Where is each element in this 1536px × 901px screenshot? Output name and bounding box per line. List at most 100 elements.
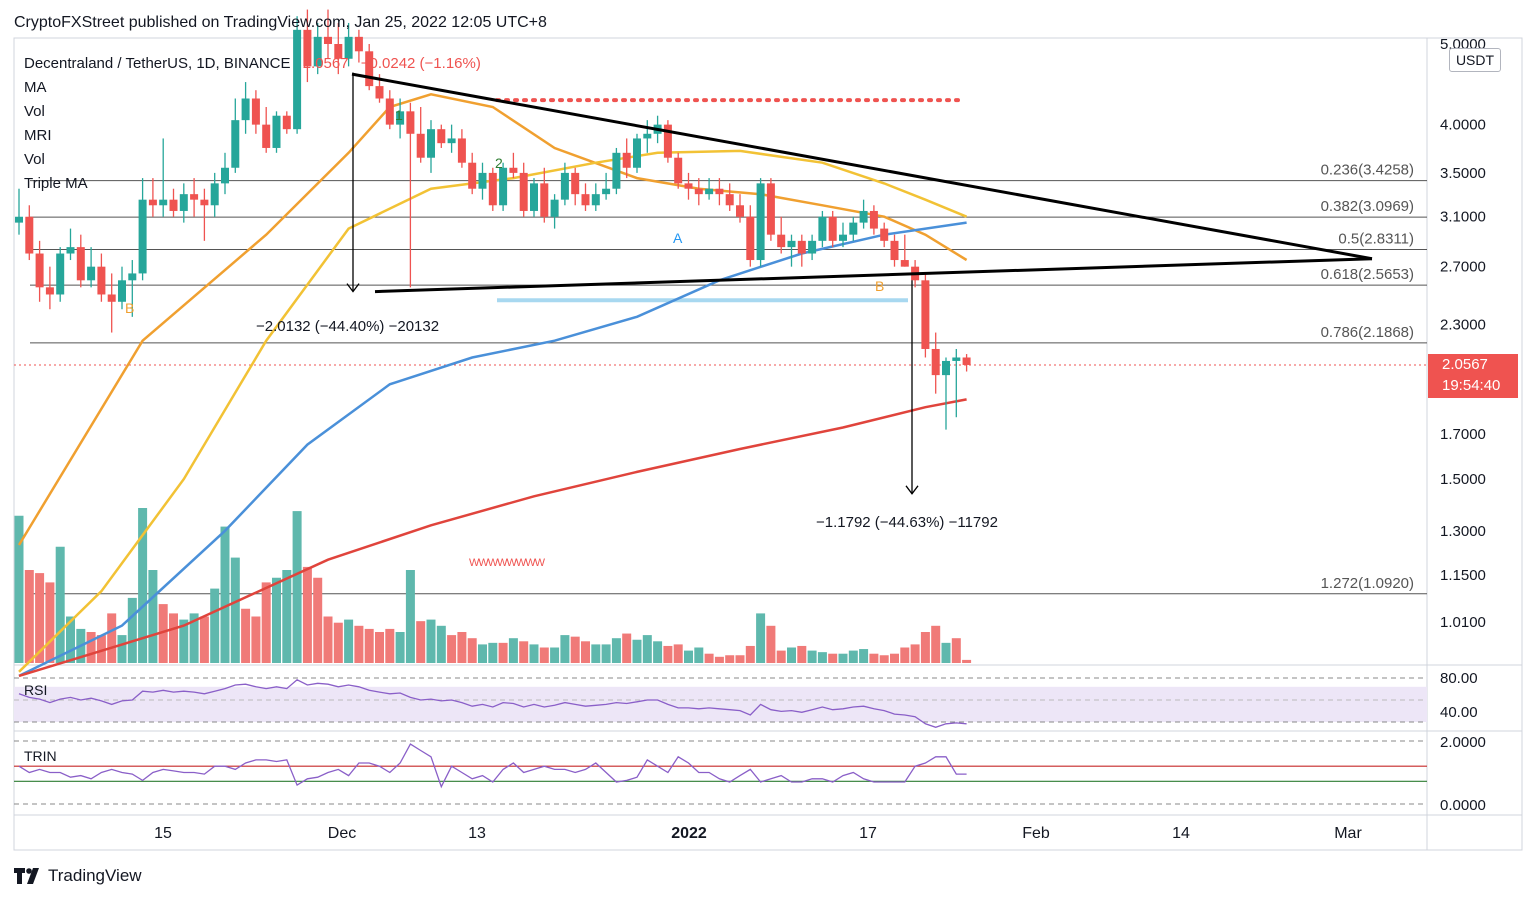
- fib-label: 0.618(2.5653): [1321, 266, 1414, 283]
- candle-body: [962, 357, 971, 365]
- volume-bar: [35, 573, 45, 663]
- volume-bar: [169, 613, 178, 663]
- volume-bar: [941, 642, 951, 663]
- currency-button[interactable]: USDT: [1449, 48, 1501, 72]
- volume-bar: [550, 647, 560, 663]
- volume-bar: [436, 625, 446, 663]
- volume-bar: [148, 570, 158, 663]
- volume-bar: [199, 616, 209, 663]
- candle-body: [777, 234, 786, 248]
- candle-body: [478, 172, 487, 189]
- candle-body: [818, 216, 827, 241]
- price-tick-label: 1.7000: [1440, 426, 1486, 443]
- volume-bar: [931, 625, 941, 663]
- time-axis-label: 14: [1172, 825, 1190, 842]
- volume-bar: [704, 653, 714, 663]
- trin-label: TRIN: [24, 748, 57, 764]
- volume-bar: [478, 644, 487, 663]
- volume-bar: [508, 638, 518, 663]
- volume-bar: [663, 645, 673, 663]
- candle-body: [869, 210, 878, 229]
- candle-body: [427, 129, 435, 158]
- volume-bar: [653, 641, 663, 663]
- volume-bar: [251, 616, 261, 663]
- indicator-vol-2[interactable]: Vol: [24, 151, 45, 168]
- volume-bar: [684, 650, 693, 663]
- candle-body: [313, 36, 322, 67]
- volume-bar: [807, 650, 817, 663]
- candle-body: [365, 51, 374, 87]
- volume-bar: [179, 619, 189, 663]
- candle-body: [540, 183, 549, 217]
- volume-bar: [951, 638, 961, 663]
- candle-body: [344, 36, 353, 59]
- volume-bar: [529, 644, 539, 663]
- volume-bar: [405, 570, 415, 663]
- candle-body: [128, 273, 137, 281]
- tradingview-footer[interactable]: TradingView: [14, 866, 142, 886]
- volume-bar: [426, 619, 436, 663]
- candle-body: [509, 167, 518, 173]
- wave-label-b: B: [125, 300, 134, 316]
- published-caption: CryptoFXStreet published on TradingView.…: [14, 14, 547, 31]
- trin-line: [18, 743, 967, 789]
- candle-body: [66, 247, 75, 254]
- indicator-mri[interactable]: MRI: [24, 127, 52, 144]
- candle-body: [952, 357, 961, 361]
- candle-body: [97, 266, 106, 295]
- volume-bar: [416, 621, 426, 663]
- fib-label: 0.5(2.8311): [1338, 231, 1414, 248]
- candle-body: [303, 29, 312, 67]
- candle-body: [643, 133, 652, 139]
- candle-body: [272, 115, 281, 148]
- volume-bar: [817, 652, 827, 663]
- candle-body: [457, 138, 466, 163]
- rsi-label: RSI: [24, 682, 48, 698]
- volume-bar: [117, 635, 127, 663]
- moving-average-red: [18, 398, 967, 678]
- candle-body: [942, 360, 950, 376]
- volume-bar: [333, 622, 343, 663]
- volume-bar: [869, 653, 879, 663]
- candle-body: [190, 194, 199, 200]
- candle-body: [148, 199, 157, 206]
- candle-body: [262, 124, 271, 148]
- volume-bar: [848, 650, 858, 663]
- volume-bar: [632, 639, 642, 663]
- candle-body: [107, 294, 116, 302]
- candle-body: [663, 124, 672, 158]
- measure-arrowhead-1: [346, 283, 360, 293]
- candle-body: [375, 86, 384, 99]
- candle-body: [406, 111, 415, 134]
- indicator-ma[interactable]: MA: [24, 79, 47, 96]
- volume-bar: [920, 632, 930, 663]
- fib-label: 1.272(1.0920): [1321, 575, 1414, 592]
- candle-body: [282, 115, 291, 130]
- candle-body: [880, 228, 889, 241]
- volume-bar: [385, 628, 395, 663]
- rsi-tick-label: 80.00: [1440, 670, 1478, 687]
- volume-bar: [498, 642, 508, 663]
- candle-body: [674, 157, 683, 184]
- volume-bar: [488, 642, 498, 663]
- volume-bar: [539, 647, 549, 663]
- volume-bar: [344, 619, 354, 663]
- current-price-label: 2.0567 19:54:40: [1428, 354, 1518, 398]
- price-tick-label: 1.1500: [1440, 567, 1486, 584]
- volume-bar: [313, 577, 323, 663]
- indicator-triple-ma[interactable]: Triple MA: [24, 175, 88, 192]
- candle-body: [612, 152, 621, 189]
- indicator-vol[interactable]: Vol: [24, 103, 45, 120]
- volume-bar: [797, 645, 807, 663]
- volume-bar: [714, 656, 724, 663]
- candle-body: [385, 98, 394, 125]
- candle-body: [87, 266, 96, 281]
- candle-body: [251, 98, 260, 125]
- candle-body: [705, 188, 714, 195]
- candle-body: [179, 194, 188, 211]
- candle-body: [396, 111, 405, 125]
- volume-bar: [570, 636, 580, 663]
- symbol-title[interactable]: Decentraland / TetherUS, 1D, BINANCE: [24, 55, 291, 72]
- volume-bar: [55, 546, 65, 663]
